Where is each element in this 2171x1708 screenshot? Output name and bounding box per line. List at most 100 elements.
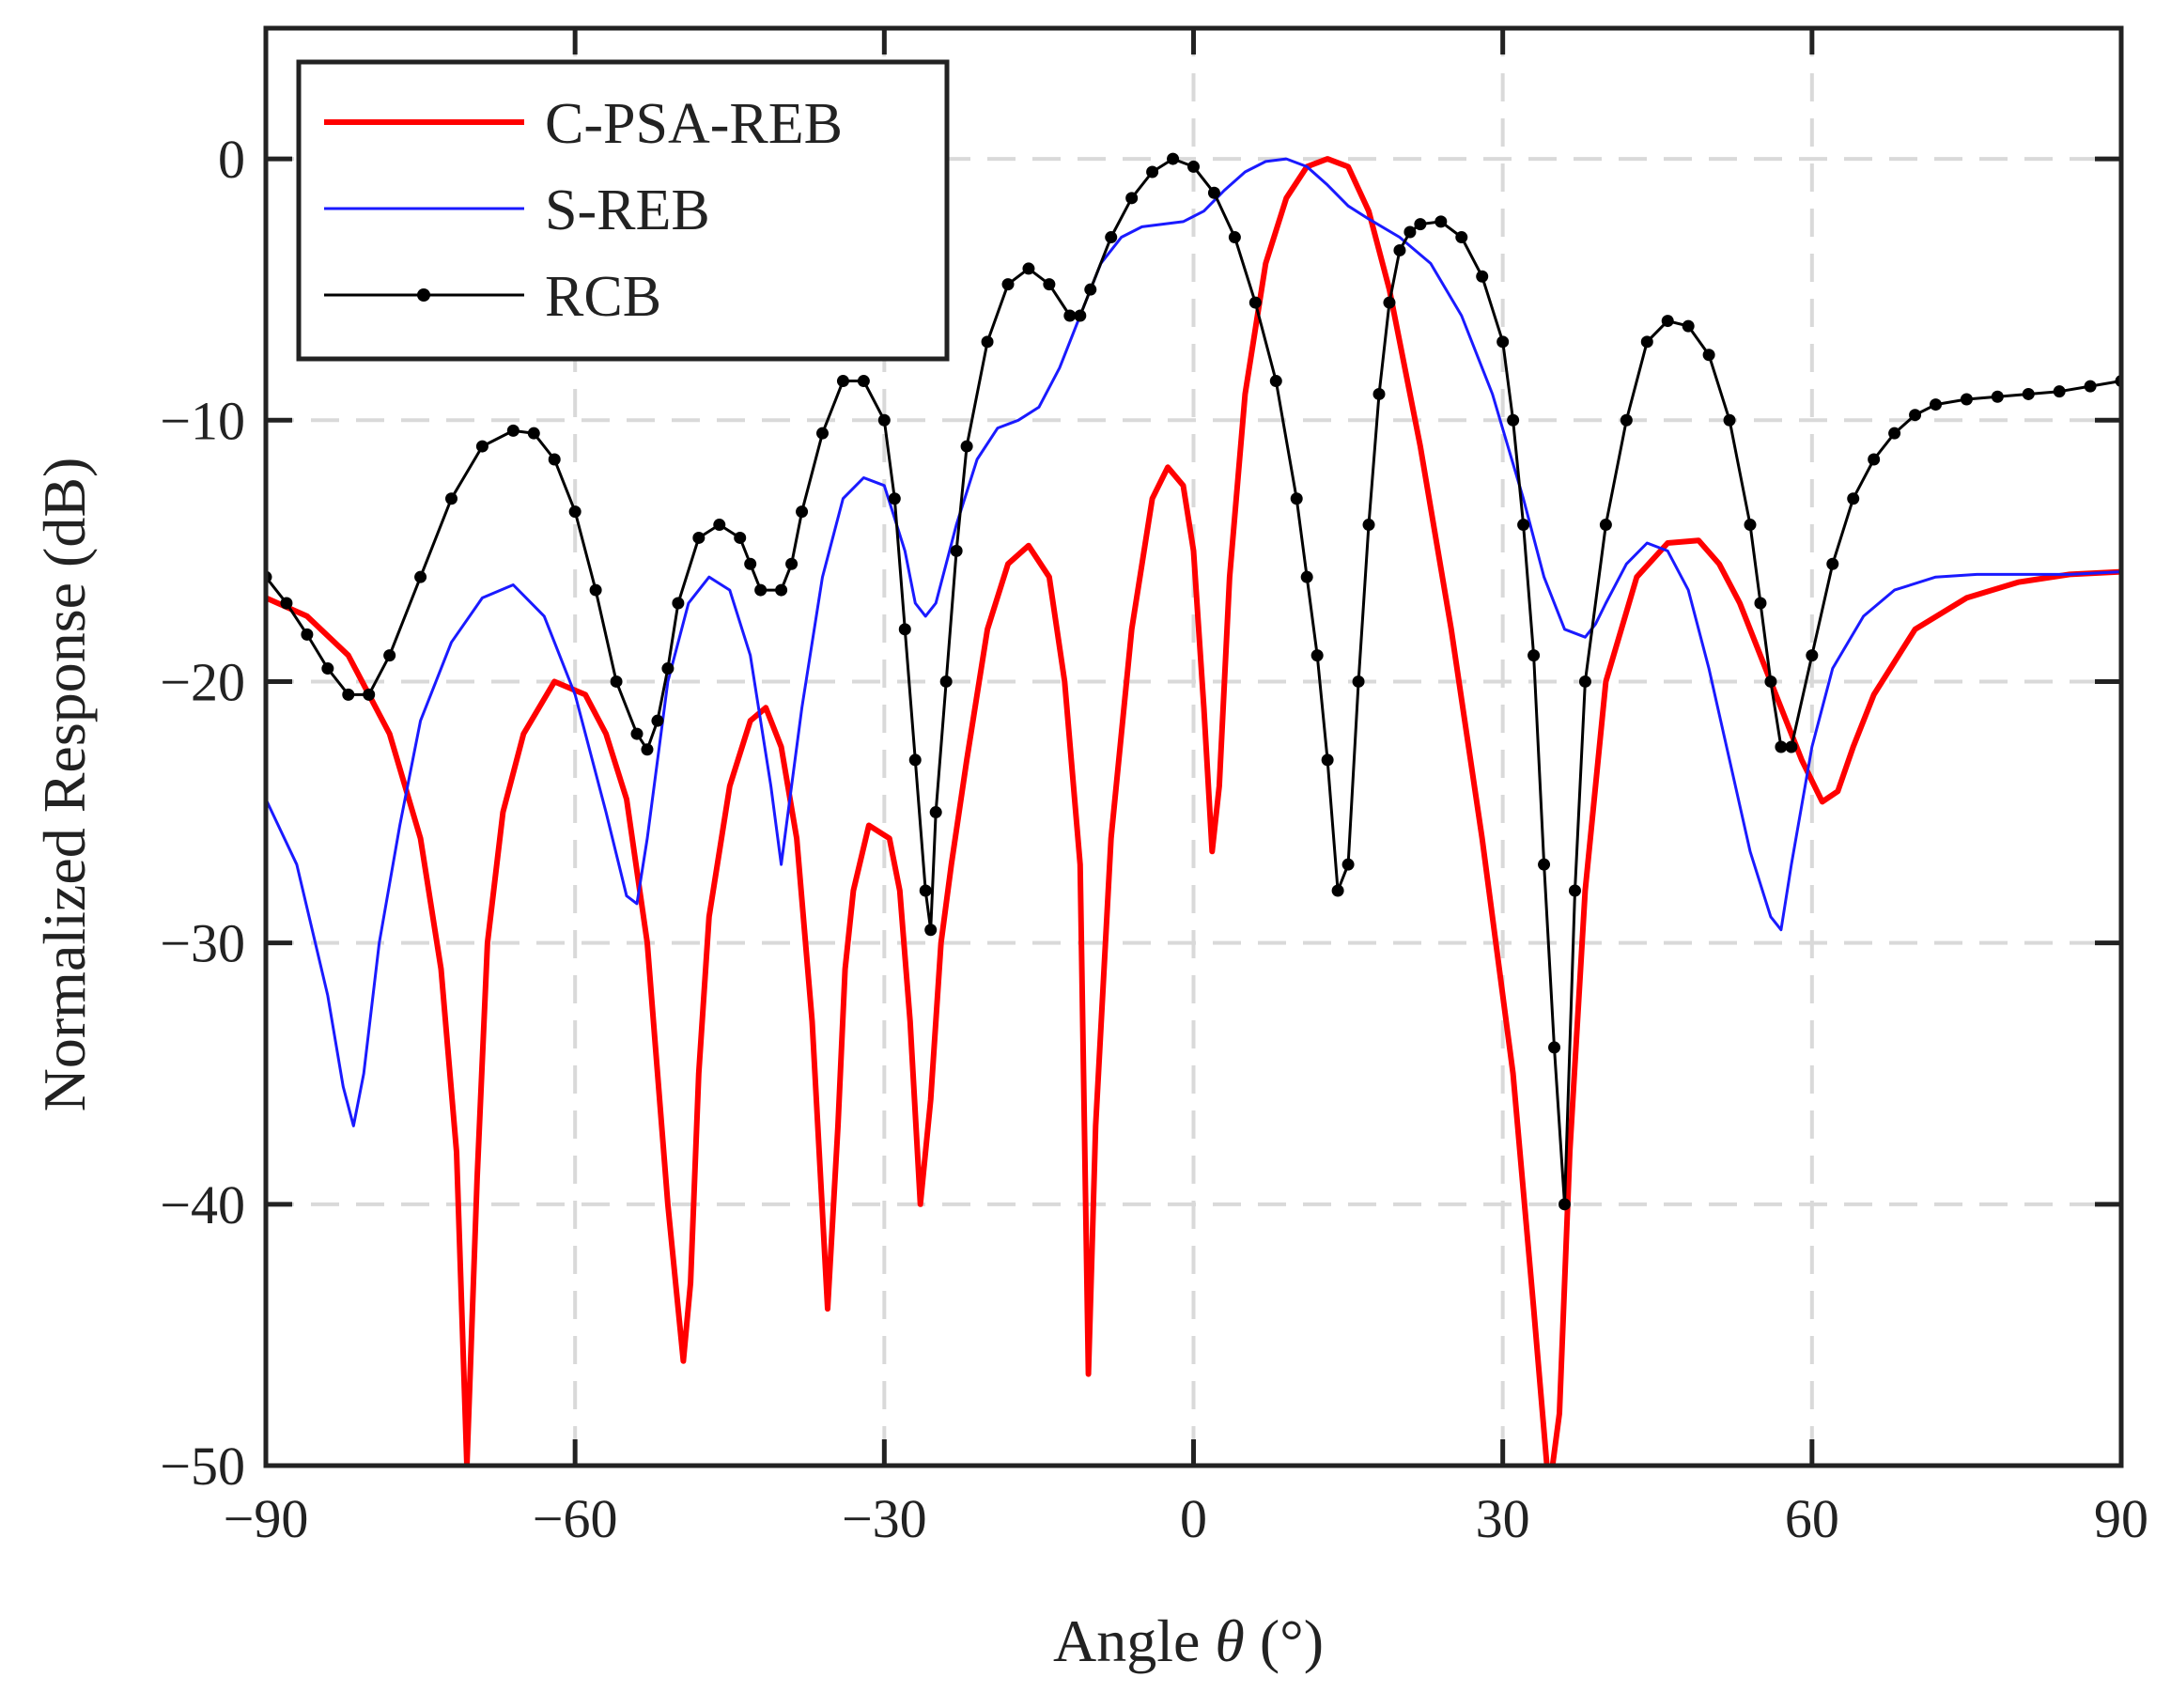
x-tick-label: 90 <box>2094 1488 2148 1549</box>
data-point-rcb <box>445 492 457 505</box>
legend: C-PSA-REB S-REB RCB <box>296 59 950 362</box>
data-point-rcb <box>1682 319 1695 333</box>
data-point-rcb <box>1022 262 1035 275</box>
y-tick-label: −50 <box>160 1436 245 1497</box>
data-point-rcb <box>548 453 561 466</box>
data-point-rcb <box>280 597 293 610</box>
legend-entry-c-psa-reb: C-PSA-REB <box>324 92 843 156</box>
data-point-rcb <box>1702 349 1715 362</box>
y-tick-label: −10 <box>160 390 245 451</box>
data-point-rcb <box>2053 385 2066 398</box>
data-point-rcb <box>734 531 747 544</box>
data-point-rcb <box>1640 335 1653 349</box>
data-point-rcb <box>836 375 849 388</box>
data-point-rcb <box>661 662 675 675</box>
data-point-rcb <box>1744 519 1757 532</box>
data-point-rcb <box>651 714 664 727</box>
data-point-rcb <box>1507 413 1520 427</box>
legend-box <box>296 59 950 362</box>
data-point-rcb <box>1960 393 1973 406</box>
data-point-rcb <box>713 519 726 532</box>
data-point-rcb <box>1146 165 1159 179</box>
data-point-rcb <box>1775 740 1788 753</box>
data-point-rcb <box>1352 675 1365 688</box>
data-point-rcb <box>1269 375 1282 388</box>
data-point-rcb <box>1558 1198 1571 1211</box>
x-tick-label: −30 <box>842 1488 927 1549</box>
data-point-rcb <box>1764 675 1777 688</box>
data-point-rcb <box>939 675 953 688</box>
data-point-rcb <box>1167 152 1180 165</box>
data-point-rcb <box>1496 335 1510 349</box>
data-point-rcb <box>877 413 891 427</box>
series-c-psa-reb <box>266 156 2121 1466</box>
tick-labels: −90 −60 −30 0 30 60 90 0 −10 −20 −30 −40 −50 <box>160 129 2148 1549</box>
data-point-rcb <box>1207 186 1220 199</box>
data-point-rcb <box>1661 315 1674 328</box>
data-point-rcb <box>1383 296 1396 309</box>
data-point-rcb <box>1517 519 1530 532</box>
data-point-rcb <box>363 688 376 701</box>
data-point-rcb <box>1290 492 1303 505</box>
data-point-rcb <box>960 440 973 453</box>
data-point-rcb <box>1538 858 1551 871</box>
series-rcb <box>266 152 2121 1211</box>
data-point-rcb <box>1578 675 1591 688</box>
x-tick-label: 0 <box>1180 1488 1207 1549</box>
data-point-rcb <box>1321 753 1334 767</box>
data-point-rcb <box>1754 597 1767 610</box>
data-point-rcb <box>589 583 602 597</box>
data-point-rcb <box>1084 283 1097 296</box>
legend-marker-rcb <box>417 288 430 302</box>
data-point-rcb <box>1074 309 1087 322</box>
data-point-rcb <box>321 662 334 675</box>
data-point-rcb <box>414 570 427 583</box>
data-point-rcb <box>1403 225 1417 239</box>
data-point-rcb <box>672 597 685 610</box>
data-point-rcb <box>1599 519 1612 532</box>
data-point-rcb <box>1125 192 1139 205</box>
x-axis-label-symbol: θ <box>1215 1607 1244 1674</box>
x-axis-label-prefix: Angle <box>1053 1607 1215 1674</box>
data-point-rcb <box>888 492 901 505</box>
legend-entry-rcb: RCB <box>324 265 661 329</box>
data-point-rcb <box>981 335 994 349</box>
data-point-rcb <box>2084 380 2097 393</box>
data-point-rcb <box>1455 231 1468 244</box>
data-point-rcb <box>1105 231 1118 244</box>
data-point-rcb <box>630 727 644 740</box>
legend-label-c-psa-reb: C-PSA-REB <box>545 92 843 156</box>
axis-ticks <box>263 28 2124 1468</box>
series-layer <box>266 152 2121 1466</box>
data-point-rcb <box>796 505 809 519</box>
data-point-rcb <box>342 688 355 701</box>
data-point-rcb <box>1331 884 1344 897</box>
x-axis-label: Angle θ (°) <box>1053 1607 1324 1674</box>
y-tick-label: −40 <box>160 1174 245 1235</box>
data-point-rcb <box>1393 243 1406 256</box>
data-point-rcb <box>1548 1041 1561 1054</box>
data-point-rcb <box>785 557 799 570</box>
data-point-rcb <box>692 531 706 544</box>
data-point-rcb <box>1001 278 1015 291</box>
data-point-rcb <box>1991 390 2004 403</box>
legend-label-rcb: RCB <box>545 265 661 329</box>
y-tick-label: −20 <box>160 651 245 712</box>
data-point-rcb <box>1527 649 1541 662</box>
data-point-rcb <box>1341 858 1355 871</box>
data-point-rcb <box>1063 309 1077 322</box>
legend-label-s-reb: S-REB <box>545 179 710 242</box>
x-tick-label: 30 <box>1476 1488 1530 1549</box>
data-point-rcb <box>1806 649 1819 662</box>
data-point-rcb <box>1826 557 1839 570</box>
data-point-rcb <box>898 623 911 636</box>
data-point-rcb <box>1847 492 1860 505</box>
data-point-rcb <box>475 440 488 453</box>
data-point-rcb <box>1372 387 1386 400</box>
data-point-rcb <box>1723 413 1736 427</box>
x-axis-label-suffix: (°) <box>1245 1607 1324 1674</box>
data-point-rcb <box>1888 427 1901 440</box>
data-point-rcb <box>1228 231 1241 244</box>
data-point-rcb <box>1785 740 1798 753</box>
